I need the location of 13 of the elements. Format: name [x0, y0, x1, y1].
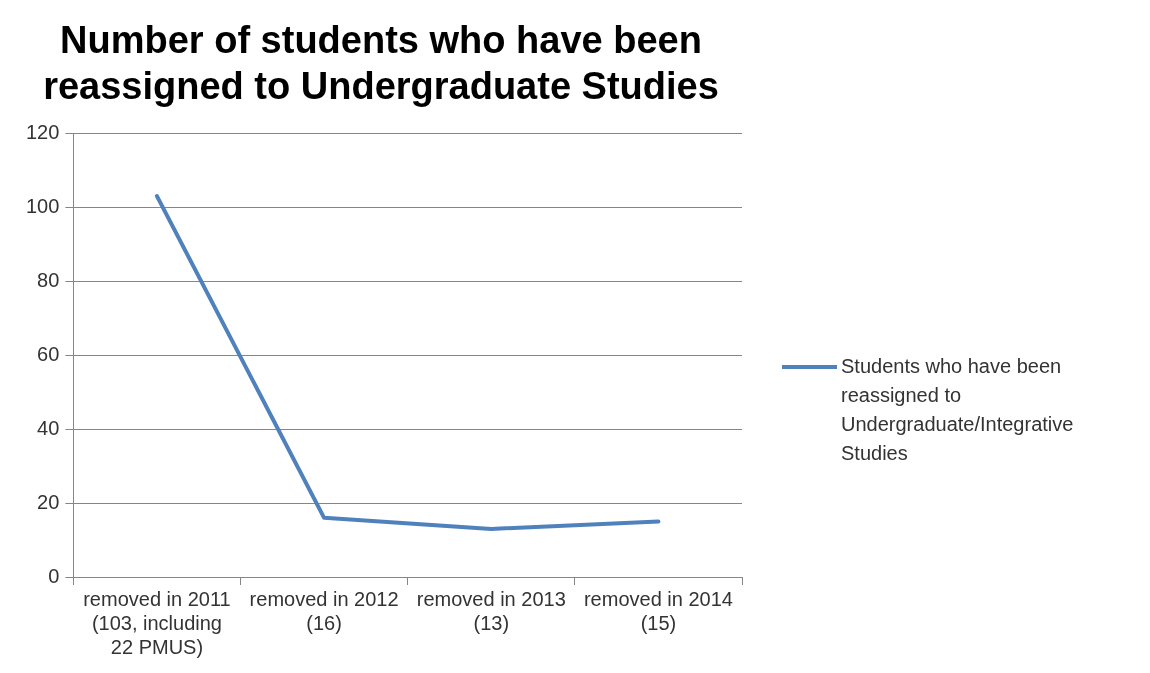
- y-tick-label: 120: [25, 120, 60, 143]
- x-tick-label: removed in 2014 (15): [583, 587, 733, 634]
- x-tick-label: removed in 2012 (16): [249, 587, 399, 634]
- y-tick-label: 100: [25, 194, 60, 217]
- x-tick-label: removed in 2013 (13): [416, 587, 566, 634]
- y-tick-label: 60: [37, 342, 60, 365]
- y-tick-label: 0: [48, 564, 60, 587]
- legend-label: Students who have been reassigned to Undergraduate/Integrative Studies: [841, 354, 1075, 466]
- chart-title: Number of students who have been reassigned to Undergraduate Studies: [43, 19, 719, 107]
- x-tick-label: removed in 2011 (103, including 22 PMUS): [83, 587, 231, 658]
- y-tick-label: 40: [37, 416, 60, 439]
- y-tick-label: 80: [37, 268, 60, 291]
- y-tick-label: 20: [37, 490, 60, 513]
